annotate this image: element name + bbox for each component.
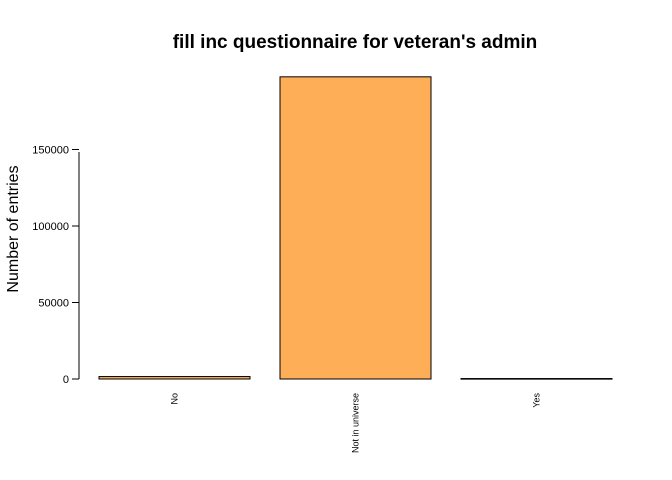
chart-title: fill inc questionnaire for veteran's adm… [173,32,538,53]
bars [98,76,613,380]
y-axis-ticks: 0 50000 100000 150000 [32,145,79,386]
y-tick-label: 50000 [38,298,69,310]
x-tick-label: Not in universe [351,393,361,453]
y-tick-label: 150000 [32,145,69,157]
y-axis-label: Number of entries [5,165,22,292]
y-tick-label: 0 [63,374,69,386]
x-tick-label: Yes [532,393,542,408]
category-labels: No Not in universe Yes [170,393,542,454]
bar-yes [460,378,613,380]
bar-not-in-universe [279,76,432,380]
y-tick-label: 100000 [32,221,69,233]
bar-no [98,376,251,380]
x-tick-label: No [170,393,180,405]
